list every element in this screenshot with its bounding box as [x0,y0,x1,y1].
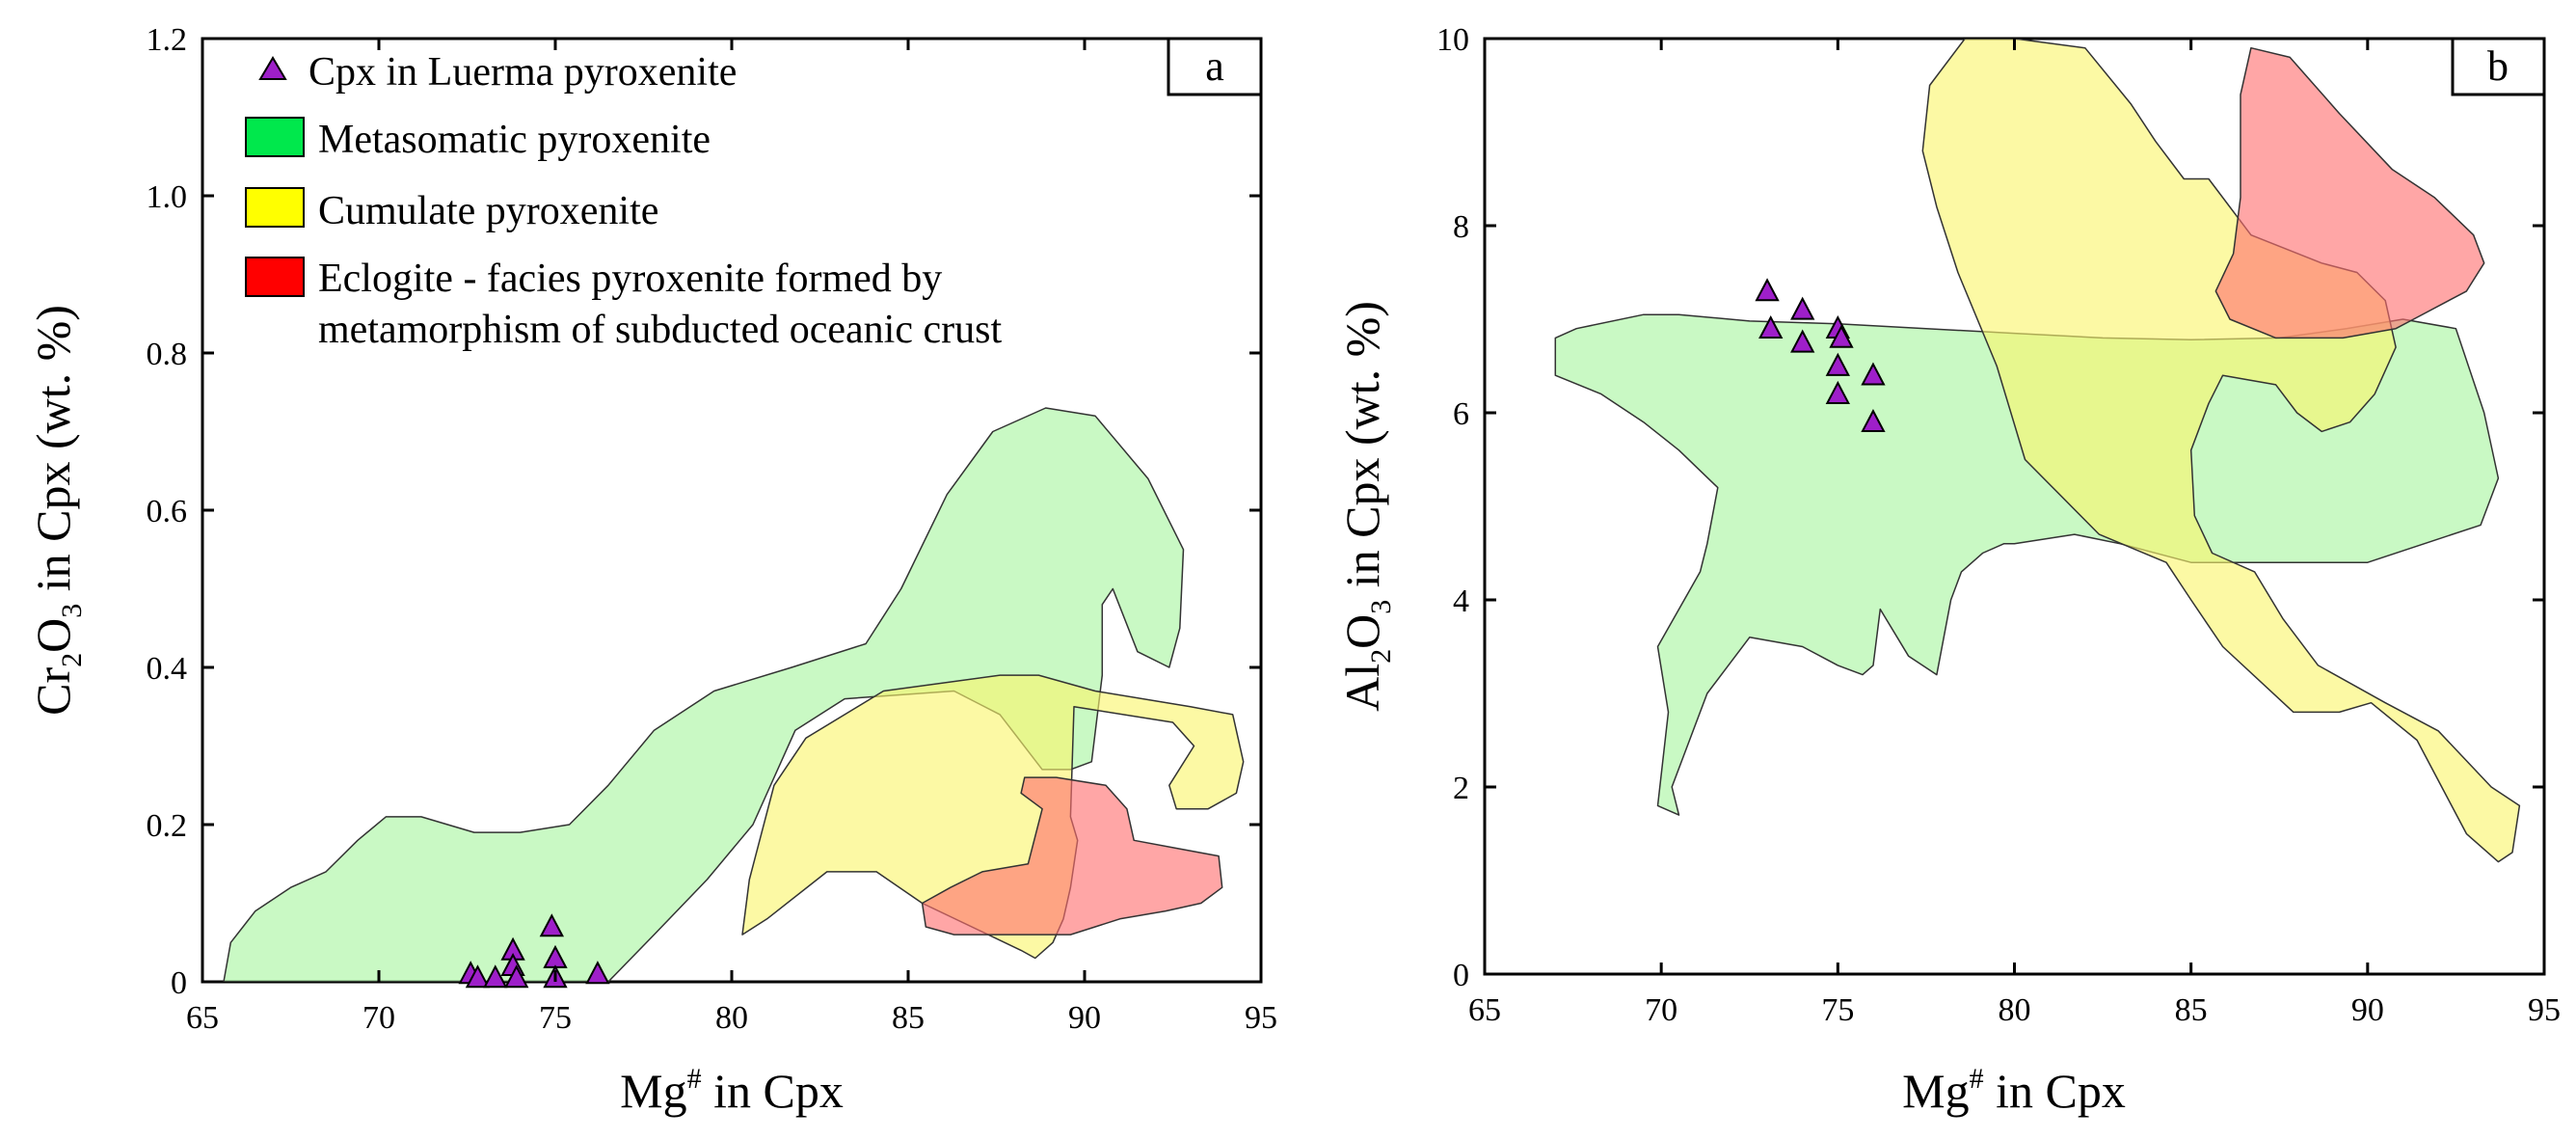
panel-a-points [458,913,610,989]
panel-a-letter: a [1205,42,1224,90]
legend-cpx-marker [258,56,287,80]
panel-a-x-tick-label: 80 [715,1000,748,1036]
panel-a-legend: Cpx in Luerma pyroxenite Metasomatic pyr… [245,50,1002,352]
panel-b-ylabel-sub3: 3 [1365,600,1397,614]
panel-b-y-tick-label: 6 [1453,396,1469,432]
panel-b-cpx-point [1790,329,1815,353]
panel-b-cpx-point [1755,278,1780,302]
panel-a-y-axis-title: Cr2O3 in Cpx (wt. %) [26,305,88,716]
panel-b-points [1755,278,1886,433]
panel-b-ylabel-sub2: 2 [1365,649,1397,664]
panel-a-ylabel-sub2: 2 [56,653,88,667]
panel-a-x-tick-label: 75 [539,1000,572,1036]
panel-b-letter: b [2487,42,2509,90]
panel-a-xlabel-superscript: # [687,1063,702,1095]
panel-a-cumulate-field [741,674,1245,960]
panel-b-ylabel-rest: in Cpx (wt. %) [1335,301,1389,600]
panel-b-x-tick-label: 85 [2175,992,2208,1028]
panel-b-ylabel-o: O [1335,614,1389,649]
panel-a-x-tick-label: 70 [362,1000,395,1036]
panel-b-cpx-point [1758,315,1784,339]
panel-b-x-tick-label: 95 [2528,992,2561,1028]
panel-a: 65 70 75 80 85 90 95 0 0.2 0.4 0.6 0.8 1.0 1.2 Cpx i… [26,22,1277,1118]
panel-b-cpx-point [1825,380,1850,404]
panel-a-y-tick-label: 1.2 [147,22,188,58]
panel-a-y-tick-label: 0.4 [147,651,188,687]
panel-b-y-tick-label: 8 [1453,209,1469,245]
panel-a-cpx-point [465,964,491,989]
panel-a-y-tick-label: 1.0 [147,179,188,215]
panel-a-eclogite-field [921,776,1223,936]
panel-b-letter-box [2451,37,2546,96]
panel-b-x-tick-label: 90 [2351,992,2384,1028]
panel-a-x-axis-title: Mg# in Cpx [620,1063,844,1118]
legend-metasomatic-label: Metasomatic pyroxenite [318,118,711,162]
panel-b-cpx-point [1790,296,1815,320]
panel-a-ylabel-cr: Cr [26,667,80,716]
panel-a-x-tick-label: 65 [186,1000,219,1036]
panel-b-y-axis-title: Al2O3 in Cpx (wt. %) [1335,301,1397,712]
legend-eclogite-label-line1: Eclogite - facies pyroxenite formed by [318,257,942,301]
panel-a-x-tick-label: 95 [1245,1000,1277,1036]
panel-b-eclogite-field [2214,46,2485,339]
panel-b-x-axis-title: Mg# in Cpx [1902,1063,2126,1118]
panel-a-cpx-point [539,913,564,937]
panel-b-cpx-point [1861,362,1886,386]
panel-a-xlabel-rest: in Cpx [702,1064,844,1118]
legend-metasomatic-swatch [245,117,305,157]
panel-b-cpx-point [1829,324,1854,348]
panel-b-x-axis: 65 70 75 80 85 90 95 [1468,39,2561,1028]
panel-a-y-tick-label: 0 [171,965,187,1001]
panel-a-fields [223,407,1245,982]
panel-b-y-axis: 0 2 4 6 8 10 [1436,22,2544,993]
panel-b-cpx-point [1825,352,1850,376]
panel-a-y-tick-label: 0.6 [147,494,188,529]
legend-cumulate-swatch [245,187,305,228]
panel-b-y-tick-label: 0 [1453,958,1469,993]
legend-eclogite-label-line2: metamorphism of subducted oceanic crust [318,308,1002,352]
panel-b-y-tick-label: 10 [1436,22,1469,58]
panel-b-xlabel-rest: in Cpx [1984,1064,2126,1118]
panel-b-x-tick-label: 70 [1645,992,1677,1028]
panel-a-ylabel-sub3: 3 [56,604,88,618]
panel-b-x-tick-label: 80 [1999,992,2031,1028]
panel-a-ylabel-o: O [26,618,80,653]
panel-a-x-tick-label: 90 [1068,1000,1101,1036]
panel-b-ylabel-al: Al [1335,664,1389,712]
panel-a-y-tick-label: 0.2 [147,808,188,844]
panel-b-y-tick-label: 2 [1453,771,1469,806]
legend-cumulate-label: Cumulate pyroxenite [318,189,658,233]
panel-b-xlabel-main: Mg [1902,1064,1969,1118]
panel-b-cpx-point [1861,409,1886,433]
panel-a-y-tick-label: 0.8 [147,337,188,372]
panel-a-y-axis: 0 0.2 0.4 0.6 0.8 1.0 1.2 [147,22,1261,1001]
panel-a-xlabel-main: Mg [620,1064,686,1118]
panel-b-y-tick-label: 4 [1453,583,1469,619]
legend-cpx-label: Cpx in Luerma pyroxenite [309,50,737,95]
panel-a-cpx-point [585,961,610,985]
panel-a-letter-box [1167,37,1263,96]
panel-b-cumulate-field [1921,39,2521,863]
panel-b-x-tick-label: 65 [1468,992,1501,1028]
panel-b-xlabel-superscript: # [1970,1063,1984,1095]
panel-a-x-tick-label: 85 [892,1000,925,1036]
panel-a-cpx-point [504,964,529,989]
panel-b-x-tick-label: 75 [1821,992,1854,1028]
legend-eclogite-swatch [245,257,305,297]
panel-a-cpx-point [483,964,508,989]
panel-a-x-axis: 65 70 75 80 85 90 95 [186,39,1277,1036]
panel-a-ylabel-rest: in Cpx (wt. %) [26,305,80,604]
panel-b-fields [1554,39,2521,863]
